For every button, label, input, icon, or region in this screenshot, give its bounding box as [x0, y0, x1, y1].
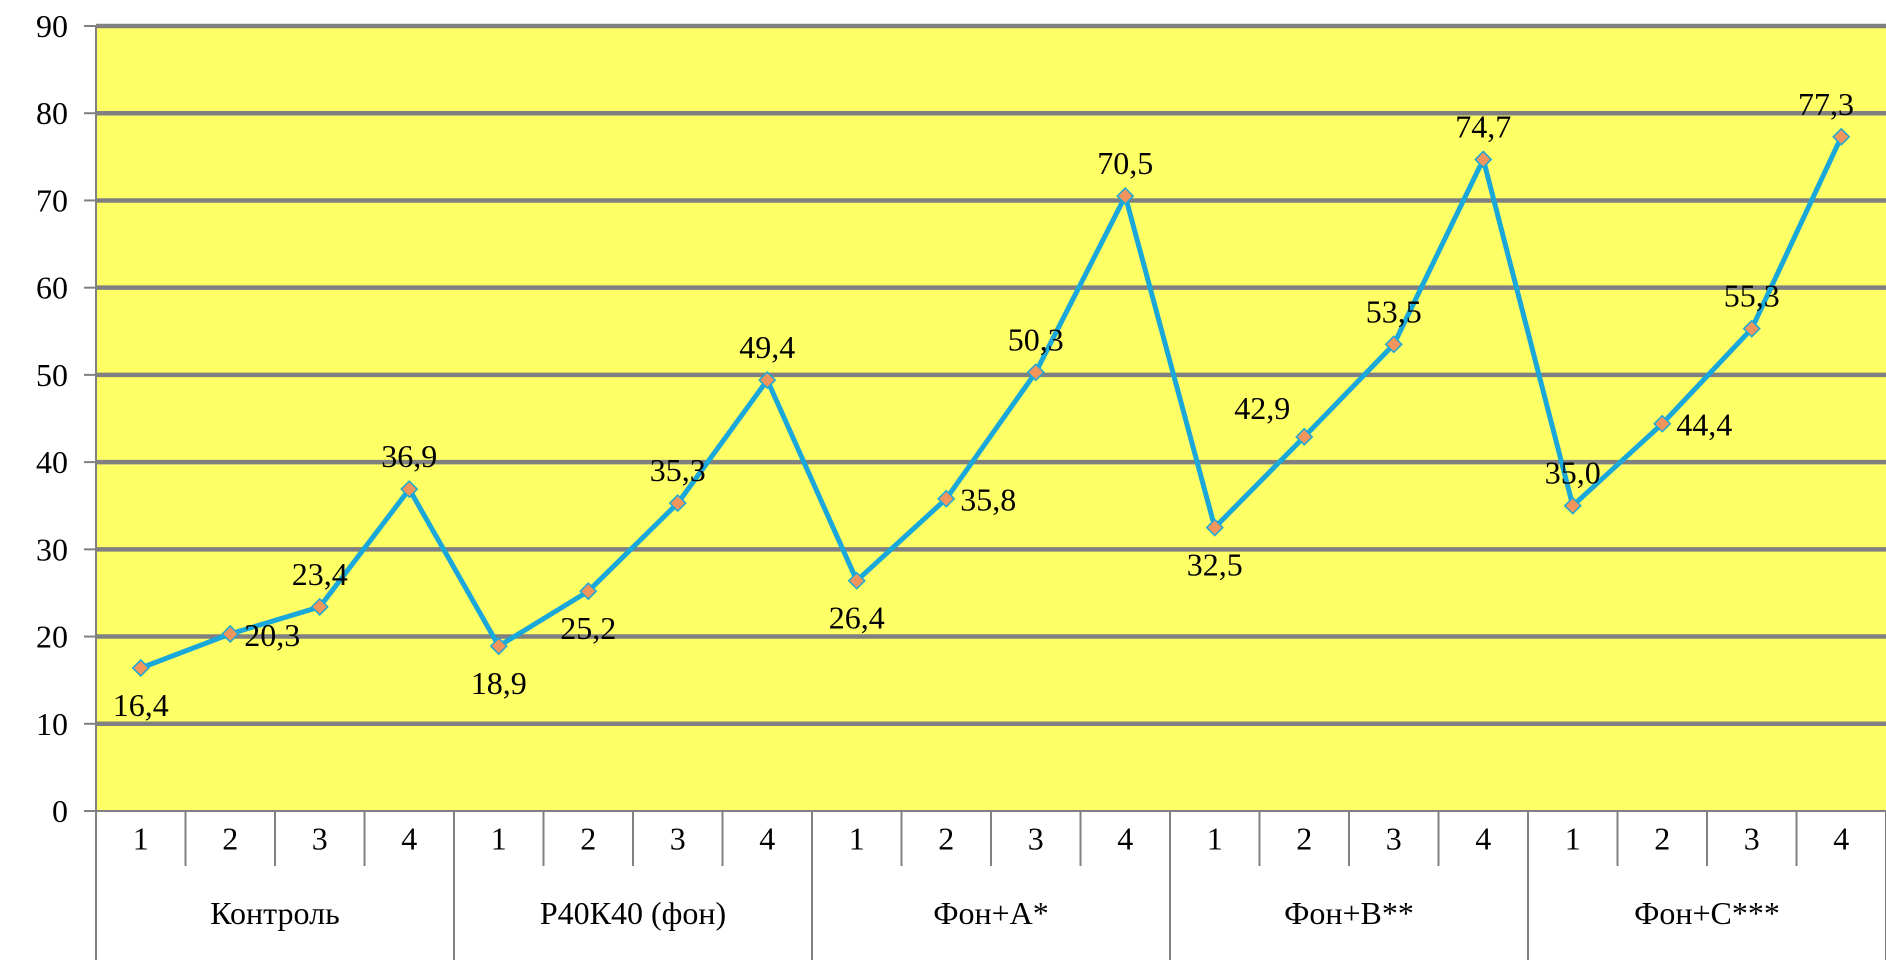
data-label: 25,2: [560, 610, 616, 646]
data-label: 50,3: [1008, 321, 1064, 357]
x-tick-label: 2: [580, 821, 596, 857]
x-tick-label: 2: [222, 821, 238, 857]
data-label: 23,4: [292, 556, 348, 592]
x-tick-label: 4: [759, 821, 775, 857]
data-label: 44,4: [1676, 407, 1732, 443]
data-point: [310, 597, 329, 616]
data-point: [668, 494, 687, 513]
data-label: 42,9: [1234, 390, 1290, 426]
group-label: Фон+C***: [1634, 895, 1780, 931]
x-tick-label: 3: [312, 821, 328, 857]
data-point: [489, 637, 508, 656]
series-markers: [131, 127, 1851, 678]
data-label: 70,5: [1097, 145, 1153, 181]
data-label: 36,9: [381, 438, 437, 474]
data-label: 55,3: [1724, 278, 1780, 314]
data-point: [1832, 127, 1851, 146]
group-label: Р40К40 (фон): [540, 895, 726, 931]
y-tick-label: 40: [36, 444, 68, 480]
data-labels: 16,4 20,3 23,4 36,9 18,9 25,2 35,3 49,4 26,4 35,8…: [113, 86, 1854, 723]
data-point: [1116, 187, 1135, 206]
data-label: 16,4: [113, 687, 169, 723]
data-point: [221, 624, 240, 643]
data-point: [400, 480, 419, 499]
x-tick-label: 3: [1028, 821, 1044, 857]
x-tick-label: 2: [1296, 821, 1312, 857]
x-tick-label: 1: [133, 821, 149, 857]
y-tick-label: 50: [36, 357, 68, 393]
x-tick-label: 3: [1386, 821, 1402, 857]
data-label: 35,3: [650, 452, 706, 488]
data-label: 35,8: [960, 482, 1016, 518]
y-tick-label: 30: [36, 531, 68, 567]
y-tick-label: 90: [36, 8, 68, 44]
y-tick-label: 0: [52, 793, 68, 829]
x-tick-label: 4: [401, 821, 417, 857]
data-label: 77,3: [1798, 86, 1854, 122]
x-tick-label: 3: [670, 821, 686, 857]
y-axis: 0 10 20 30 40 50 60 70 80 90: [36, 8, 97, 829]
x-axis: 1 2 3 4 1 2 3 4 1 2 3 4 1 2 3 4 1 2 3 4 Контроль Р40К40 (фон)…: [84, 810, 1886, 960]
x-tick-label: 4: [1475, 821, 1491, 857]
y-tick-label: 10: [36, 706, 68, 742]
x-tick-label: 3: [1744, 821, 1760, 857]
data-label: 18,9: [471, 665, 527, 701]
group-label: Фон+B**: [1284, 895, 1414, 931]
x-tick-label: 2: [938, 821, 954, 857]
data-point: [131, 658, 150, 678]
data-label: 49,4: [739, 329, 795, 365]
y-tick-label: 70: [36, 182, 68, 218]
data-label: 26,4: [829, 600, 885, 636]
data-point: [1295, 427, 1314, 446]
x-tick-label: 1: [491, 821, 507, 857]
data-point: [1474, 150, 1493, 169]
group-label: Фон+A*: [933, 895, 1049, 931]
data-point: [1563, 496, 1582, 515]
x-tick-label: 1: [849, 821, 865, 857]
data-label: 35,0: [1545, 455, 1601, 491]
data-label: 53,5: [1366, 293, 1422, 329]
data-point: [937, 489, 956, 508]
x-tick-label: 1: [1207, 821, 1223, 857]
x-tick-label: 4: [1833, 821, 1849, 857]
group-label: Контроль: [210, 895, 339, 931]
y-tick-label: 60: [36, 270, 68, 306]
x-tick-label: 4: [1117, 821, 1133, 857]
data-label: 74,7: [1455, 108, 1511, 144]
data-point: [847, 571, 866, 590]
data-point: [1205, 518, 1224, 537]
plot-area: [96, 26, 1886, 811]
data-point: [1742, 319, 1761, 338]
gridlines: [96, 23, 1886, 727]
data-point: [1026, 363, 1045, 382]
data-point: [1384, 335, 1403, 354]
data-label: 20,3: [244, 617, 300, 653]
y-tick-label: 80: [36, 95, 68, 131]
data-point: [758, 371, 777, 390]
data-point: [579, 582, 598, 601]
data-label: 32,5: [1187, 547, 1243, 583]
series-line: [139, 135, 1844, 671]
x-tick-label: 2: [1654, 821, 1670, 857]
y-tick-label: 20: [36, 619, 68, 655]
x-tick-label: 1: [1565, 821, 1581, 857]
data-point: [1653, 414, 1672, 433]
